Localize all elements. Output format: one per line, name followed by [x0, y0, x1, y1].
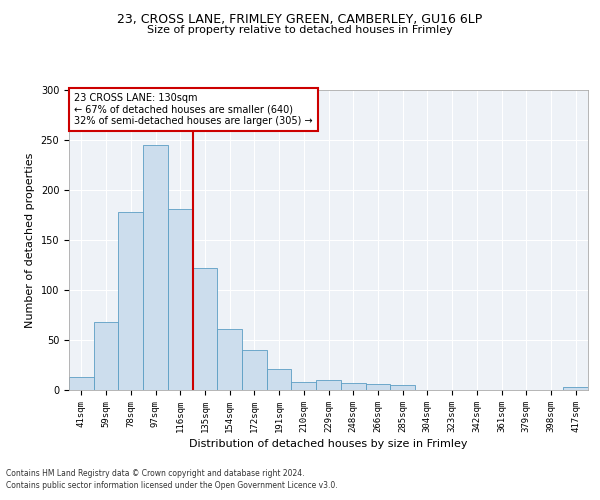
- Bar: [168, 209, 193, 390]
- Text: Size of property relative to detached houses in Frimley: Size of property relative to detached ho…: [147, 25, 453, 35]
- Bar: [341, 383, 365, 390]
- Bar: [94, 322, 118, 390]
- X-axis label: Distribution of detached houses by size in Frimley: Distribution of detached houses by size …: [189, 439, 468, 449]
- Bar: [193, 268, 217, 390]
- Text: Contains HM Land Registry data © Crown copyright and database right 2024.: Contains HM Land Registry data © Crown c…: [6, 468, 305, 477]
- Bar: [365, 384, 390, 390]
- Bar: [118, 212, 143, 390]
- Text: 23 CROSS LANE: 130sqm
← 67% of detached houses are smaller (640)
32% of semi-det: 23 CROSS LANE: 130sqm ← 67% of detached …: [74, 93, 313, 126]
- Bar: [143, 145, 168, 390]
- Bar: [390, 385, 415, 390]
- Bar: [242, 350, 267, 390]
- Bar: [217, 329, 242, 390]
- Bar: [292, 382, 316, 390]
- Bar: [316, 380, 341, 390]
- Y-axis label: Number of detached properties: Number of detached properties: [25, 152, 35, 328]
- Text: Contains public sector information licensed under the Open Government Licence v3: Contains public sector information licen…: [6, 481, 338, 490]
- Text: 23, CROSS LANE, FRIMLEY GREEN, CAMBERLEY, GU16 6LP: 23, CROSS LANE, FRIMLEY GREEN, CAMBERLEY…: [118, 12, 482, 26]
- Bar: [267, 369, 292, 390]
- Bar: [69, 377, 94, 390]
- Bar: [563, 387, 588, 390]
